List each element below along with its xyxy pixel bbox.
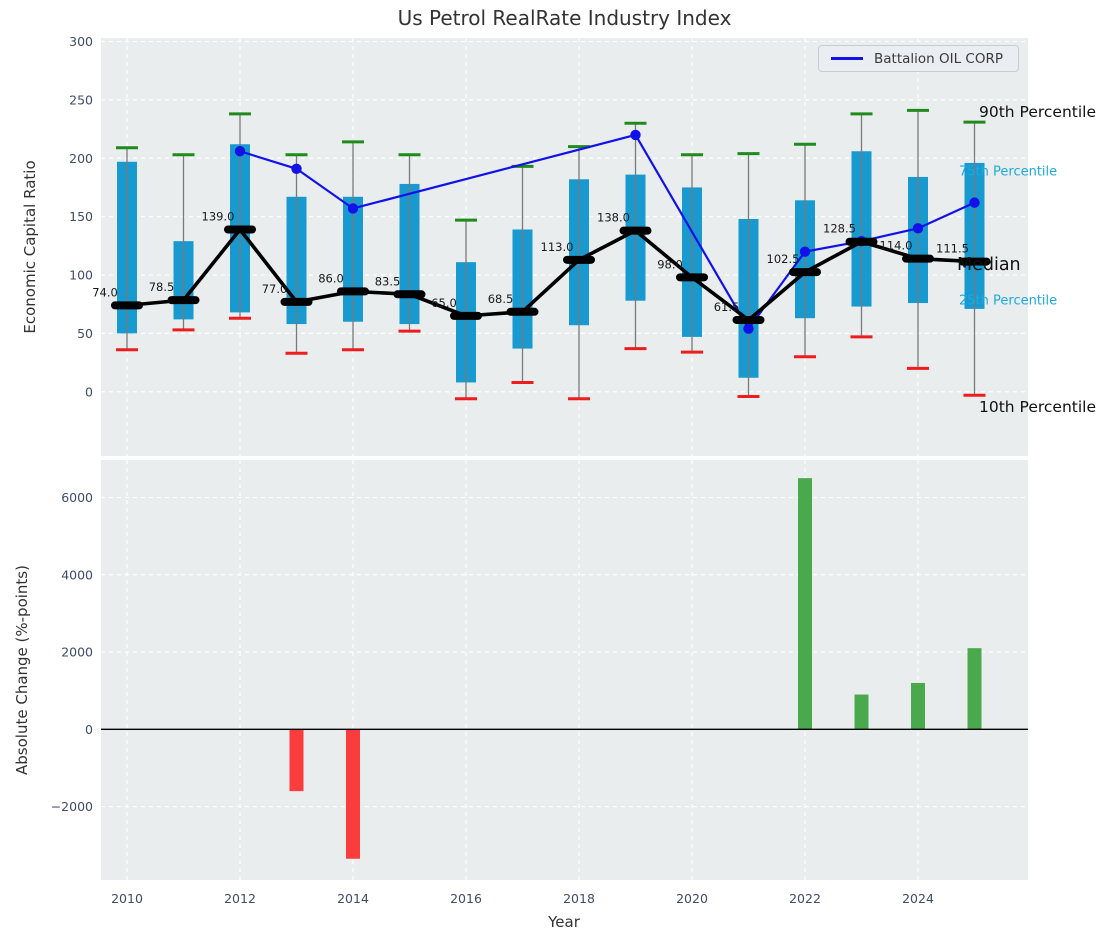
median-marker bbox=[111, 301, 143, 310]
box-group-2019 bbox=[624, 121, 647, 351]
median-value-label: 65.0 bbox=[431, 296, 457, 310]
company-line bbox=[234, 129, 980, 334]
median-marker bbox=[676, 273, 708, 282]
annotation-25th-percentile: 25th Percentile bbox=[959, 293, 1058, 309]
bar-2024 bbox=[911, 682, 925, 730]
box-group-2013 bbox=[285, 153, 308, 355]
median-value-label: 77.0 bbox=[262, 282, 288, 296]
y-tick-label: 300 bbox=[69, 34, 93, 49]
median-value-label: 111.5 bbox=[936, 242, 969, 256]
median-value-label: 86.0 bbox=[318, 271, 344, 285]
x-tick-label: 2016 bbox=[450, 891, 482, 906]
median-marker bbox=[167, 296, 200, 305]
median-marker bbox=[845, 237, 878, 246]
bar-2013 bbox=[289, 729, 304, 792]
median-value-label: 78.5 bbox=[149, 280, 175, 294]
y-tick-label: −2000 bbox=[51, 799, 93, 814]
median-marker bbox=[732, 315, 765, 324]
median-value-label: 68.5 bbox=[488, 292, 514, 306]
company-point bbox=[347, 203, 359, 214]
x-axis-label: Year bbox=[548, 913, 580, 931]
median-value-label: 102.5 bbox=[767, 252, 800, 266]
y-tick-label: 50 bbox=[77, 326, 93, 341]
company-point bbox=[912, 223, 924, 234]
median-value-label: 74.0 bbox=[92, 285, 118, 299]
x-tick-label: 2012 bbox=[224, 891, 256, 906]
median-value-label: 138.0 bbox=[597, 211, 630, 225]
median-marker bbox=[958, 257, 991, 266]
x-tick-label: 2014 bbox=[337, 891, 369, 906]
box-group-2017 bbox=[511, 164, 534, 384]
bottom-plot-area bbox=[101, 460, 1028, 880]
box-group-2015 bbox=[398, 153, 421, 333]
company-point bbox=[630, 129, 641, 141]
x-tick-label: 2020 bbox=[676, 891, 708, 906]
y-tick-label: 0 bbox=[85, 722, 93, 737]
box-group-2024 bbox=[907, 108, 929, 370]
y-tick-label: 100 bbox=[69, 268, 93, 283]
chart-title: Us Petrol RealRate Industry Index bbox=[397, 6, 732, 30]
y-tick-label: 150 bbox=[69, 209, 93, 224]
y-axis-label-bottom: Absolute Change (%-points) bbox=[13, 565, 31, 775]
annotation-10th-percentile: 10th Percentile bbox=[979, 398, 1097, 416]
median-marker bbox=[450, 311, 482, 320]
x-tick-label: 2024 bbox=[902, 891, 934, 906]
bar-2014 bbox=[346, 729, 360, 859]
median-marker bbox=[789, 268, 821, 277]
median-value-label: 114.0 bbox=[880, 239, 913, 253]
percentile-boxes bbox=[116, 108, 986, 401]
bottom-y-ticks: −2000 0 2000 4000 6000 bbox=[51, 490, 93, 814]
company-point bbox=[234, 146, 246, 157]
legend-label: Battalion OIL CORP bbox=[874, 50, 1003, 67]
median-value-label: 128.5 bbox=[823, 222, 856, 236]
legend: Battalion OIL CORP bbox=[818, 45, 1019, 72]
median-series: 74.0 78.5 139.0 77.0 86.0 83.5 65.0 68.5 113.0 13… bbox=[92, 209, 991, 324]
bar-2022 bbox=[798, 478, 812, 730]
median-line bbox=[125, 227, 977, 322]
annotation-median: Median bbox=[957, 255, 1021, 275]
company-point bbox=[969, 197, 980, 208]
median-value-label: 61.5 bbox=[714, 300, 740, 314]
company-point bbox=[743, 323, 754, 334]
y-tick-label: 4000 bbox=[61, 567, 93, 582]
box-group-2023 bbox=[850, 112, 873, 339]
box-group-2010 bbox=[116, 146, 138, 352]
top-y-ticks: 0 50 100 150 200 250 300 bbox=[69, 34, 93, 399]
median-value-label: 83.5 bbox=[375, 274, 401, 288]
median-marker bbox=[224, 225, 256, 234]
bar-2025 bbox=[967, 648, 982, 730]
company-point bbox=[799, 246, 811, 257]
y-tick-label: 2000 bbox=[61, 645, 93, 660]
median-marker bbox=[280, 297, 313, 306]
x-tick-label: 2022 bbox=[789, 891, 821, 906]
x-ticks: 2010 2012 2014 2016 2018 2020 2022 2024 bbox=[111, 891, 934, 906]
median-marker bbox=[902, 254, 934, 263]
bar-2023 bbox=[854, 694, 869, 730]
median-value-label: 139.0 bbox=[202, 209, 235, 223]
x-tick-label: 2018 bbox=[563, 891, 595, 906]
median-marker bbox=[563, 255, 595, 264]
median-marker bbox=[337, 287, 369, 296]
box-group-2016 bbox=[455, 218, 477, 401]
change-bars bbox=[289, 478, 982, 859]
y-tick-label: 200 bbox=[69, 151, 93, 166]
median-marker bbox=[393, 290, 426, 299]
x-tick-label: 2010 bbox=[111, 891, 143, 906]
median-value-label: 113.0 bbox=[541, 240, 574, 254]
y-axis-label-top: Economic Capital Ratio bbox=[21, 160, 39, 334]
annotation-75th-percentile: 75th Percentile bbox=[959, 164, 1058, 180]
y-tick-label: 6000 bbox=[61, 490, 93, 505]
company-point bbox=[291, 163, 302, 174]
y-tick-label: 250 bbox=[69, 92, 93, 107]
median-marker bbox=[506, 307, 539, 316]
y-tick-label: 0 bbox=[85, 384, 93, 399]
legend-line-sample bbox=[831, 57, 863, 60]
median-marker bbox=[619, 226, 652, 235]
box-group-2021 bbox=[737, 152, 760, 398]
annotation-90th-percentile: 90th Percentile bbox=[979, 103, 1097, 121]
median-value-label: 98.0 bbox=[657, 257, 683, 271]
